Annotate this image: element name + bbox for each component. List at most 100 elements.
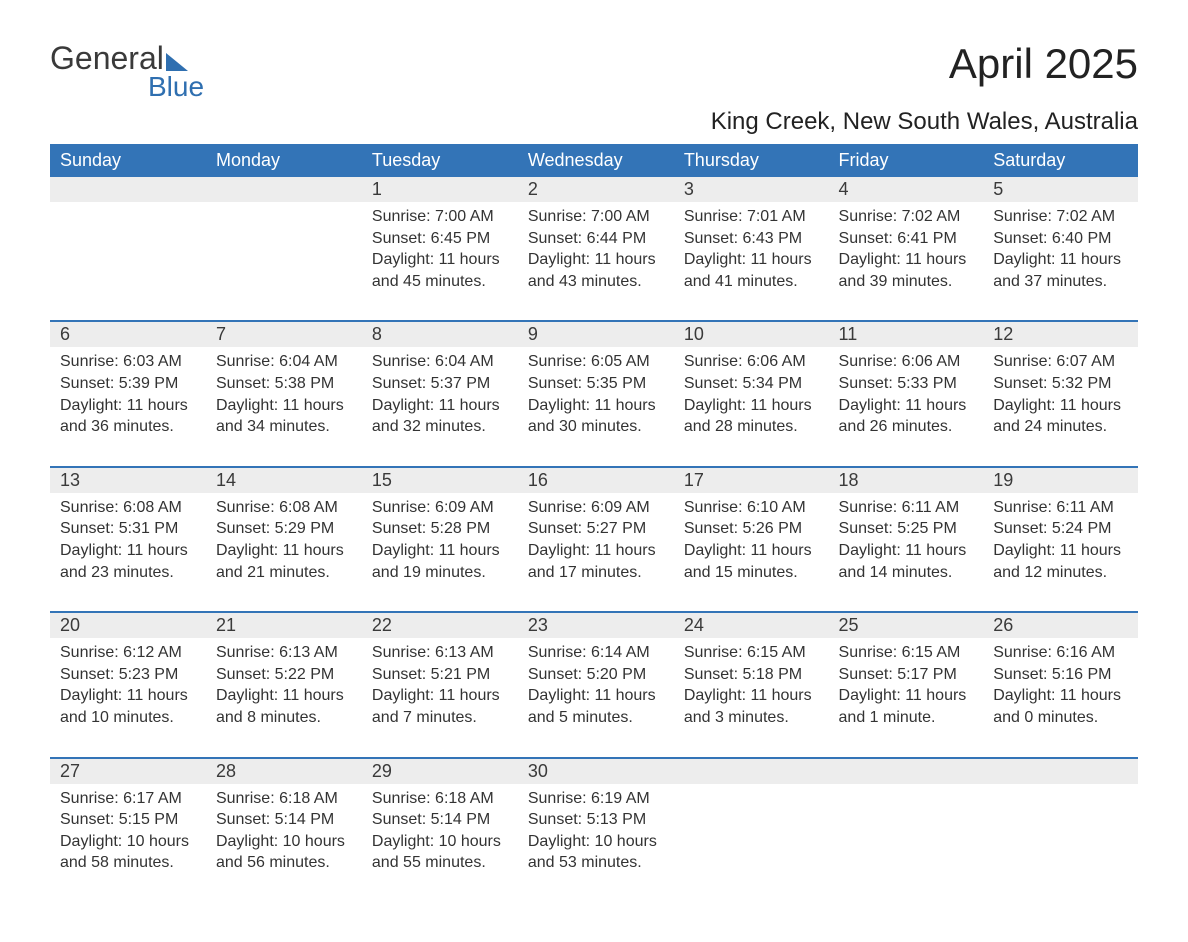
day-number-cell: 15 — [362, 467, 518, 493]
daylight-text: and 53 minutes. — [528, 852, 664, 874]
daylight-text: and 32 minutes. — [372, 416, 508, 438]
sunset-text: Sunset: 5:34 PM — [684, 373, 819, 395]
daylight-text: and 58 minutes. — [60, 852, 196, 874]
day-content-cell: Sunrise: 6:09 AMSunset: 5:28 PMDaylight:… — [362, 493, 518, 612]
daylight-text: Daylight: 11 hours — [839, 685, 974, 707]
weekday-header-row: Sunday Monday Tuesday Wednesday Thursday… — [50, 144, 1138, 177]
sunset-text: Sunset: 5:21 PM — [372, 664, 508, 686]
daylight-text: Daylight: 11 hours — [684, 540, 819, 562]
daylight-text: and 43 minutes. — [528, 271, 664, 293]
sunset-text: Sunset: 5:39 PM — [60, 373, 196, 395]
day-number-cell: 19 — [983, 467, 1138, 493]
daylight-text: Daylight: 11 hours — [993, 249, 1128, 271]
day-number-cell: 16 — [518, 467, 674, 493]
sunset-text: Sunset: 5:14 PM — [216, 809, 352, 831]
daylight-text: and 55 minutes. — [372, 852, 508, 874]
daylight-text: and 21 minutes. — [216, 562, 352, 584]
day-number-cell: 30 — [518, 758, 674, 784]
day-number-cell: 24 — [674, 612, 829, 638]
day-number-cell: 1 — [362, 177, 518, 202]
day-number-cell — [674, 758, 829, 784]
day-number-cell — [50, 177, 206, 202]
daylight-text: and 1 minute. — [839, 707, 974, 729]
daylight-text: and 17 minutes. — [528, 562, 664, 584]
day-content-cell: Sunrise: 6:17 AMSunset: 5:15 PMDaylight:… — [50, 784, 206, 902]
daylight-text: and 26 minutes. — [839, 416, 974, 438]
day-content-cell: Sunrise: 6:10 AMSunset: 5:26 PMDaylight:… — [674, 493, 829, 612]
sunrise-text: Sunrise: 6:15 AM — [684, 642, 819, 664]
weekday-header: Thursday — [674, 144, 829, 177]
day-number-cell: 25 — [829, 612, 984, 638]
sunset-text: Sunset: 5:13 PM — [528, 809, 664, 831]
sunrise-text: Sunrise: 6:04 AM — [216, 351, 352, 373]
day-number-row: 27282930 — [50, 758, 1138, 784]
daylight-text: Daylight: 11 hours — [60, 540, 196, 562]
day-content-cell: Sunrise: 6:13 AMSunset: 5:22 PMDaylight:… — [206, 638, 362, 757]
day-content-cell: Sunrise: 6:06 AMSunset: 5:33 PMDaylight:… — [829, 347, 984, 466]
day-number-cell: 18 — [829, 467, 984, 493]
weekday-header: Monday — [206, 144, 362, 177]
day-number-cell: 12 — [983, 321, 1138, 347]
daylight-text: Daylight: 11 hours — [528, 540, 664, 562]
day-content-row: Sunrise: 6:17 AMSunset: 5:15 PMDaylight:… — [50, 784, 1138, 902]
day-content-row: Sunrise: 6:12 AMSunset: 5:23 PM Daylight:… — [50, 638, 1138, 757]
day-content-cell: Sunrise: 6:18 AMSunset: 5:14 PMDaylight:… — [362, 784, 518, 902]
day-number-cell — [206, 177, 362, 202]
day-content-cell: Sunrise: 6:13 AMSunset: 5:21 PMDaylight:… — [362, 638, 518, 757]
daylight-text: Daylight: 11 hours — [993, 540, 1128, 562]
daylight-text: Daylight: 11 hours — [684, 685, 819, 707]
day-number-row: 12345 — [50, 177, 1138, 202]
day-content-cell — [50, 202, 206, 321]
daylight-text: Daylight: 11 hours — [839, 540, 974, 562]
weekday-header: Tuesday — [362, 144, 518, 177]
day-content-cell: Sunrise: 6:05 AMSunset: 5:35 PMDaylight:… — [518, 347, 674, 466]
day-number-cell: 27 — [50, 758, 206, 784]
daylight-text: Daylight: 11 hours — [839, 395, 974, 417]
daylight-text: and 45 minutes. — [372, 271, 508, 293]
day-number-cell: 22 — [362, 612, 518, 638]
sunset-text: Sunset: 5:33 PM — [839, 373, 974, 395]
day-number-cell: 6 — [50, 321, 206, 347]
daylight-text: Daylight: 11 hours — [993, 395, 1128, 417]
sunset-text: Sunset: 5:29 PM — [216, 518, 352, 540]
weekday-header: Friday — [829, 144, 984, 177]
day-number-cell: 17 — [674, 467, 829, 493]
sunset-text: Sunset: 6:44 PM — [528, 228, 664, 250]
day-content-cell: Sunrise: 6:06 AMSunset: 5:34 PMDaylight:… — [674, 347, 829, 466]
day-number-cell: 10 — [674, 321, 829, 347]
sunset-text: Sunset: 5:22 PM — [216, 664, 352, 686]
sunset-text: Sunset: 5:25 PM — [839, 518, 974, 540]
day-content-cell: Sunrise: 6:09 AMSunset: 5:27 PMDaylight:… — [518, 493, 674, 612]
weekday-header: Wednesday — [518, 144, 674, 177]
day-number-cell: 13 — [50, 467, 206, 493]
sunrise-text: Sunrise: 6:18 AM — [372, 788, 508, 810]
sunrise-text: Sunrise: 7:01 AM — [684, 206, 819, 228]
daylight-text: and 8 minutes. — [216, 707, 352, 729]
sunset-text: Sunset: 5:23 PM — [60, 664, 196, 686]
sunset-text: Sunset: 5:27 PM — [528, 518, 664, 540]
sunset-text: Sunset: 5:26 PM — [684, 518, 819, 540]
daylight-text: and 39 minutes. — [839, 271, 974, 293]
day-number-cell — [829, 758, 984, 784]
sunset-text: Sunset: 5:38 PM — [216, 373, 352, 395]
day-content-cell — [206, 202, 362, 321]
sunrise-text: Sunrise: 6:08 AM — [216, 497, 352, 519]
daylight-text: Daylight: 11 hours — [528, 395, 664, 417]
day-content-cell: Sunrise: 6:11 AMSunset: 5:25 PMDaylight:… — [829, 493, 984, 612]
day-number-cell: 28 — [206, 758, 362, 784]
day-content-cell: Sunrise: 6:08 AMSunset: 5:31 PMDaylight:… — [50, 493, 206, 612]
daylight-text: and 7 minutes. — [372, 707, 508, 729]
day-content-row: Sunrise: 6:08 AMSunset: 5:31 PMDaylight:… — [50, 493, 1138, 612]
sunset-text: Sunset: 6:41 PM — [839, 228, 974, 250]
sunrise-text: Sunrise: 6:12 AM — [60, 642, 196, 664]
day-content-cell: Sunrise: 7:02 AMSunset: 6:40 PMDaylight:… — [983, 202, 1138, 321]
sunrise-text: Sunrise: 7:02 AM — [839, 206, 974, 228]
sunrise-text: Sunrise: 6:03 AM — [60, 351, 196, 373]
day-content-row: Sunrise: 7:00 AMSunset: 6:45 PMDaylight:… — [50, 202, 1138, 321]
day-content-cell: Sunrise: 6:19 AMSunset: 5:13 PMDaylight:… — [518, 784, 674, 902]
sunset-text: Sunset: 6:40 PM — [993, 228, 1128, 250]
weekday-header: Saturday — [983, 144, 1138, 177]
daylight-text: Daylight: 11 hours — [839, 249, 974, 271]
daylight-text: Daylight: 11 hours — [372, 540, 508, 562]
daylight-text: Daylight: 11 hours — [684, 249, 819, 271]
